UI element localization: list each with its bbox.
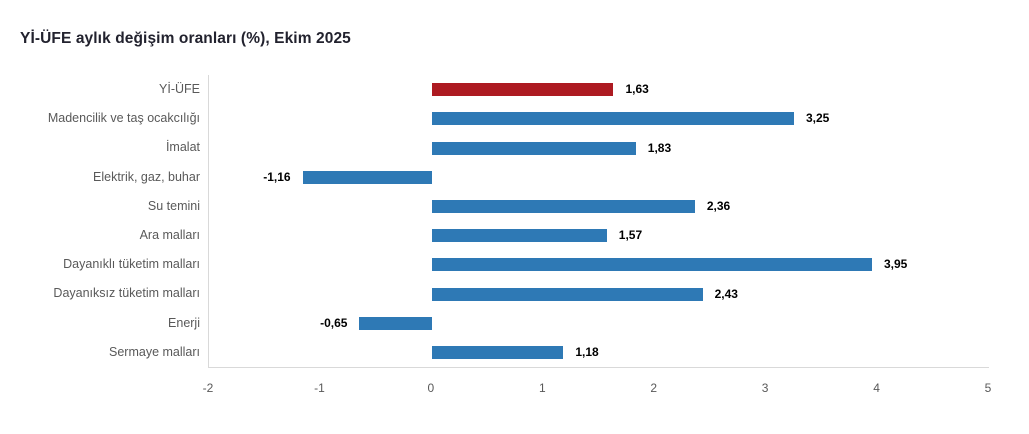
category-label: Madencilik ve taş ocakcılığı (47, 111, 200, 126)
x-tick-label: 0 (427, 381, 435, 395)
x-tick-label: 4 (873, 381, 880, 395)
category-label: Yİ-ÜFE (159, 82, 200, 96)
category-axis: Yİ-ÜFE Madencilik ve taş ocakcılığı İmalat… (0, 75, 200, 367)
value-label: 2,36 (706, 198, 731, 213)
bar[interactable] (431, 287, 703, 301)
category-label: İmalat (165, 140, 200, 155)
value-label: 1,63 (625, 82, 649, 97)
bar[interactable] (431, 258, 872, 272)
x-tick-label: 5 (984, 381, 992, 395)
x-tick-label: 1 (538, 381, 546, 395)
plot-area: 1,63 3,25 1,83 -1,16 2,36 1,57 3,95 2,43 -0,65 1,… (208, 75, 989, 368)
category-label: Elektrik, gaz, buhar (93, 169, 200, 184)
category-label: Su temini (147, 198, 200, 213)
category-label: Dayanıklı tüketim malları (63, 257, 200, 272)
bar[interactable] (359, 316, 432, 330)
category-label: Dayanıksız tüketim malları (53, 286, 200, 301)
value-label: 1,57 (618, 228, 643, 243)
x-tick-label: -2 (202, 381, 214, 395)
x-tick-label: -1 (314, 381, 325, 395)
chart-title: Yİ-ÜFE aylık değişim oranları (%), Ekim … (20, 30, 351, 47)
bar[interactable] (431, 83, 614, 97)
bar[interactable] (431, 112, 794, 126)
x-tick-label: 2 (650, 381, 658, 395)
value-label: 1,18 (575, 344, 599, 359)
value-label: -0,65 (320, 315, 348, 330)
bar[interactable] (431, 199, 695, 213)
value-label: 3,25 (806, 111, 830, 126)
x-axis-ticks: -2 -1 0 1 2 3 4 5 (0, 381, 1029, 397)
value-label: 1,83 (647, 140, 672, 155)
bar[interactable] (431, 229, 607, 243)
bar[interactable] (431, 345, 564, 359)
category-label: Enerji (168, 315, 200, 330)
x-tick-label: 3 (761, 381, 769, 395)
value-label: -1,16 (263, 169, 291, 184)
value-label: 2,43 (714, 286, 738, 301)
value-label: 3,95 (884, 257, 908, 272)
bar[interactable] (431, 141, 636, 155)
bar[interactable] (302, 170, 432, 184)
category-label: Sermaye malları (109, 344, 200, 359)
category-label: Ara malları (139, 228, 200, 242)
